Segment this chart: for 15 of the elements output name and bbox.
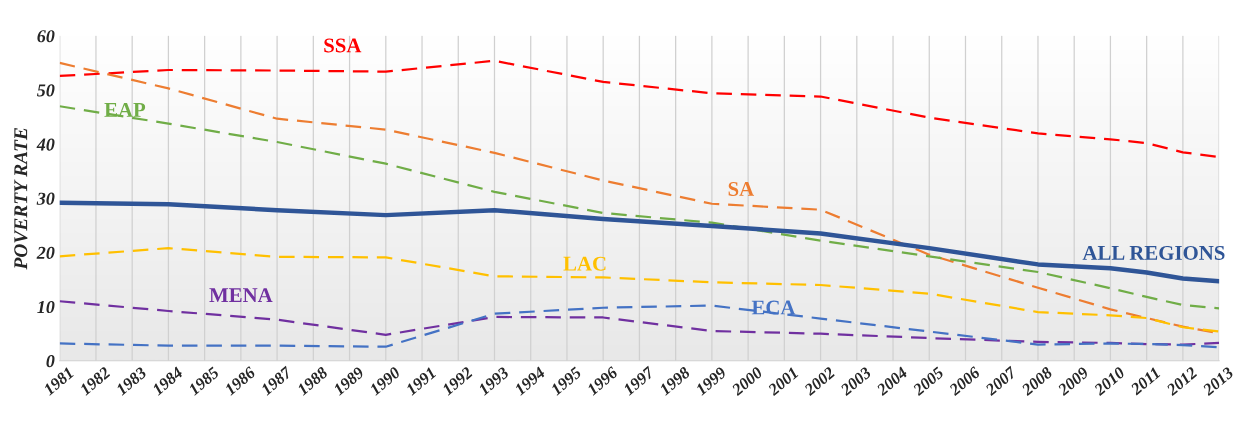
series-label: LAC	[563, 256, 606, 271]
series-label: EAP	[104, 102, 146, 117]
y-tick-label: 50	[37, 84, 55, 97]
y-tick-label: 20	[36, 246, 55, 259]
series-label: SSA	[324, 38, 362, 53]
series-label: ECA	[751, 300, 796, 315]
y-tick-label: 0	[46, 355, 55, 368]
series-label: ALL REGIONS	[1082, 245, 1225, 260]
y-axis-title: POVERTY RATE	[14, 128, 28, 270]
series-label: MENA	[209, 288, 273, 302]
y-tick-label: 40	[36, 138, 55, 151]
y-tick-label: 30	[36, 192, 55, 205]
series-label: SA	[728, 181, 755, 196]
y-tick-label: 10	[37, 300, 55, 314]
y-tick-label: 60	[37, 30, 55, 43]
